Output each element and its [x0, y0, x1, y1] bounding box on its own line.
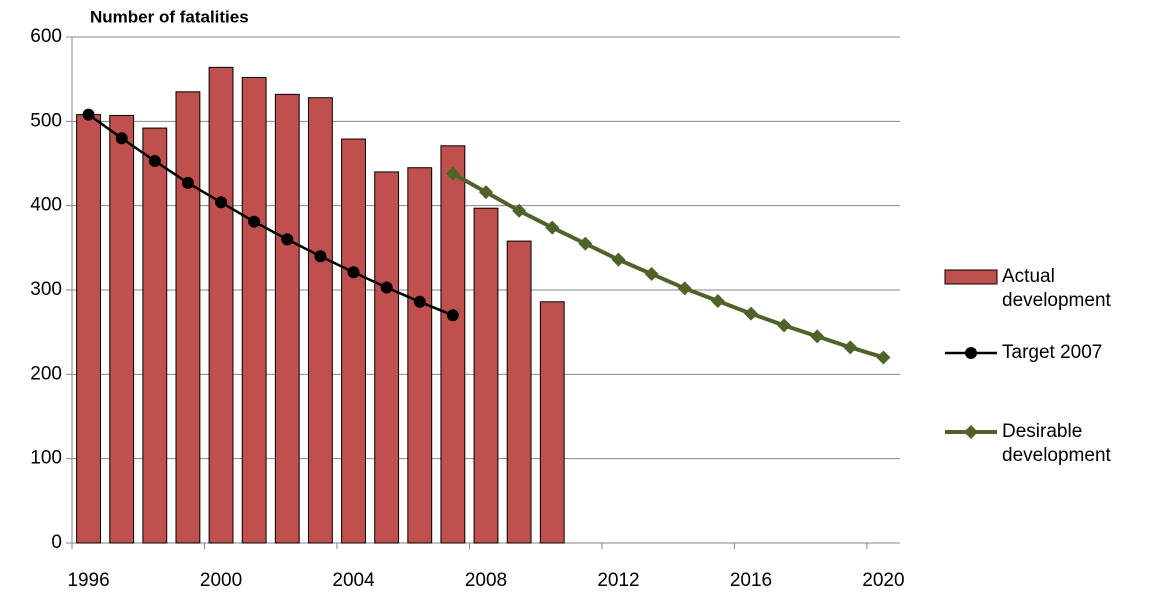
marker — [314, 250, 327, 263]
y-axis-title: Number of fatalities — [90, 7, 249, 26]
marker — [512, 203, 527, 218]
bar — [407, 167, 433, 544]
bar — [109, 114, 135, 544]
marker — [479, 185, 493, 200]
x-tick-label: 2008 — [465, 570, 507, 591]
y-tick-label: 300 — [30, 279, 62, 300]
marker — [380, 281, 393, 294]
marker — [148, 154, 161, 167]
marker — [810, 329, 825, 344]
bar — [374, 171, 400, 544]
x-tick-label: 2020 — [862, 570, 904, 591]
x-tick-label: 1996 — [67, 570, 109, 591]
x-tick-label: 2016 — [730, 570, 772, 591]
bar — [208, 66, 234, 544]
marker — [964, 425, 978, 439]
marker — [82, 108, 95, 121]
y-tick-label: 0 — [51, 532, 62, 553]
bar — [76, 114, 101, 544]
bar — [142, 127, 168, 544]
bar — [506, 240, 532, 544]
line — [87, 113, 454, 317]
bar — [440, 145, 466, 544]
y-tick-label: 100 — [30, 448, 62, 469]
bar — [341, 138, 366, 544]
marker — [115, 132, 128, 145]
marker — [611, 252, 626, 267]
y-tick-label: 400 — [30, 195, 62, 216]
marker — [545, 220, 560, 235]
marker — [445, 166, 460, 181]
bar — [274, 93, 300, 544]
x-tick-label: 2012 — [597, 570, 639, 591]
y-tick-label: 600 — [30, 26, 62, 47]
x-tick-label: 2000 — [200, 570, 242, 591]
x-tick-label: 2004 — [332, 570, 375, 591]
y-tick-label: 500 — [30, 110, 62, 131]
marker — [843, 340, 858, 355]
line — [451, 171, 885, 360]
marker — [248, 215, 261, 228]
legend-label: Target 2007 — [1002, 342, 1103, 363]
legend-label: Desirable development — [1002, 421, 1111, 466]
marker — [710, 293, 725, 308]
marker — [743, 306, 758, 321]
marker — [777, 318, 792, 333]
marker — [876, 350, 891, 365]
marker — [347, 266, 360, 279]
legend-label: Actual development — [1002, 266, 1111, 311]
marker — [677, 281, 692, 296]
bar — [175, 91, 201, 544]
legend-swatch — [944, 269, 998, 285]
marker — [965, 347, 977, 359]
marker — [215, 196, 228, 209]
bar — [241, 76, 267, 544]
bar — [539, 301, 565, 544]
marker — [181, 176, 194, 189]
y-tick-label: 200 — [30, 363, 62, 384]
marker — [446, 309, 459, 322]
marker — [578, 236, 593, 251]
marker — [413, 295, 426, 308]
bar — [473, 207, 499, 544]
bar — [307, 97, 333, 544]
marker — [644, 266, 659, 281]
marker — [281, 233, 294, 246]
